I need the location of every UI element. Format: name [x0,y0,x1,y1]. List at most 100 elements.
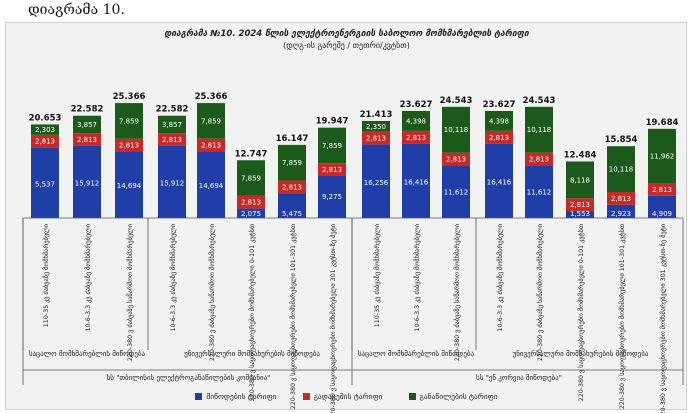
legend-label-supply: მიწოდების ტარიფი [206,392,277,401]
bar-segment [115,103,143,139]
bar-segment [525,152,553,166]
chart-legend: მიწოდების ტარიფი გადაცემის ტარიფი განაწი… [0,392,693,401]
data-label: 5,537 [35,180,55,188]
bar-segment [197,151,225,218]
data-label: 7,859 [119,117,139,125]
total-label: 22.582 [156,105,189,115]
bar-segment [31,124,59,135]
data-label: 4,398 [489,117,509,125]
total-label: 23.627 [400,100,433,110]
bar-segment [402,143,430,218]
data-label: 2,923 [611,210,631,218]
bar-segment [115,151,143,218]
bar-segment [362,144,390,218]
legend-label-transmission: გადაცემის ტარიფი [313,392,383,401]
legend-swatch-distribution [408,393,416,400]
bar-segment [566,198,594,211]
total-label: 16.147 [276,134,309,144]
data-label: 2,813 [489,134,509,142]
data-label: 3,857 [162,121,182,129]
total-label: 23.627 [483,100,516,110]
bar-segment [566,161,594,199]
company-label: სს "თბილისის ელექტროგანაწილების კომპანია… [107,373,271,382]
bar-segment [31,147,59,218]
data-label: 16,416 [487,179,512,187]
total-label: 15.854 [605,135,638,145]
bar-segment [197,138,225,152]
bar-segment [318,163,346,176]
total-label: 20.653 [29,113,62,123]
total-label: 12.747 [235,149,268,159]
total-label: 25.366 [113,92,146,102]
data-label: 2,813 [406,134,426,142]
bar-segment [73,145,101,218]
bar-segment [648,128,676,184]
total-label: 19.947 [316,117,349,127]
data-label: 2,813 [282,183,302,191]
data-label: 2,813 [652,186,672,194]
data-label: 8,118 [570,176,590,184]
bar-segment [318,127,346,164]
tick-label: 10-6-3.3 კვ ძაბვაზე მომხმარებელი [168,224,177,331]
bar-segment [278,144,306,181]
data-label: 5,475 [282,210,302,218]
data-label: 10,118 [609,166,634,174]
bar-segment [442,165,470,218]
data-label: 11,612 [527,188,552,196]
tick-label: 220-380 ვ საყოფაცხოვრებო მომხმარებელი 10… [617,224,626,409]
bar-segment [318,175,346,218]
bar-segment [485,143,513,218]
bar-segment [73,115,101,134]
bar-segment [31,134,59,148]
data-label: 7,859 [282,159,302,167]
data-label: 1,553 [570,210,590,218]
bar-segment [607,204,635,218]
total-label: 24.543 [440,96,473,106]
group-label: უნივერსალური მომსახურების მიწოდება [184,349,320,358]
data-label: 7,859 [322,142,342,150]
data-label: 3,857 [77,121,97,129]
tick-label: 220-380 ვ ძაბვაზე საწარმოო მომხმარებელი [125,224,134,361]
bar-segment [362,131,390,145]
bar-segment [158,133,186,146]
bar-segment [197,103,225,139]
tick-label: 220-380 ვ ძაბვაზე საწარმოო მომხმარებელი [535,224,544,361]
bar-segment [158,115,186,134]
bar-segment [402,130,430,144]
data-label: 15,912 [160,180,185,188]
bar-segment [115,138,143,152]
data-label: 11,612 [444,188,469,196]
tick-label: 220-380 ვ საყოფაცხოვრებო მომხმარებელი 0-… [247,224,256,401]
bar-segment [648,183,676,196]
tick-label: 10-6-3.3 კვ ძაბვაზე მომხმარებელი [495,224,504,331]
bar-segment [485,130,513,144]
bar-segment [648,195,676,218]
bar-segment [525,106,553,153]
data-label: 2,813 [322,166,342,174]
legend-item-supply: მიწოდების ტარიფი [195,392,277,401]
group-label: უნივერსალური მომსახურების მიწოდება [513,349,649,358]
total-label: 25.366 [195,92,228,102]
data-label: 11,962 [650,152,675,160]
bar-segment [158,145,186,218]
tick-label: 220-380 ვ ძაბვაზე საწარმოო მომხმარებელი [452,224,461,361]
bar-segment [73,133,101,146]
total-label: 21.413 [360,110,393,120]
data-label: 4,909 [652,210,672,218]
bar-segment [362,120,390,132]
data-label: 14,694 [199,182,224,190]
figure-caption: დიაგრამა 10. [28,2,125,18]
tick-label: 220-380 ვ ძაბვაზე საწარმოო მომხმარებელი [207,224,216,361]
tick-label: 220-380 ვ საყოფაცხოვრებო მომხმარებელი 0-… [576,224,585,401]
data-label: 15,912 [75,180,100,188]
bar-segment [237,208,265,218]
data-label: 2,350 [366,123,386,131]
legend-swatch-transmission [302,393,310,400]
data-label: 16,416 [404,179,429,187]
data-label: 14,694 [117,182,142,190]
bar-segment [525,165,553,218]
company-label: სს "ენ კორეია მიწოდება" [476,373,562,382]
bar-segment [442,106,470,153]
bar-segment [278,180,306,194]
data-label: 2,813 [611,195,631,203]
